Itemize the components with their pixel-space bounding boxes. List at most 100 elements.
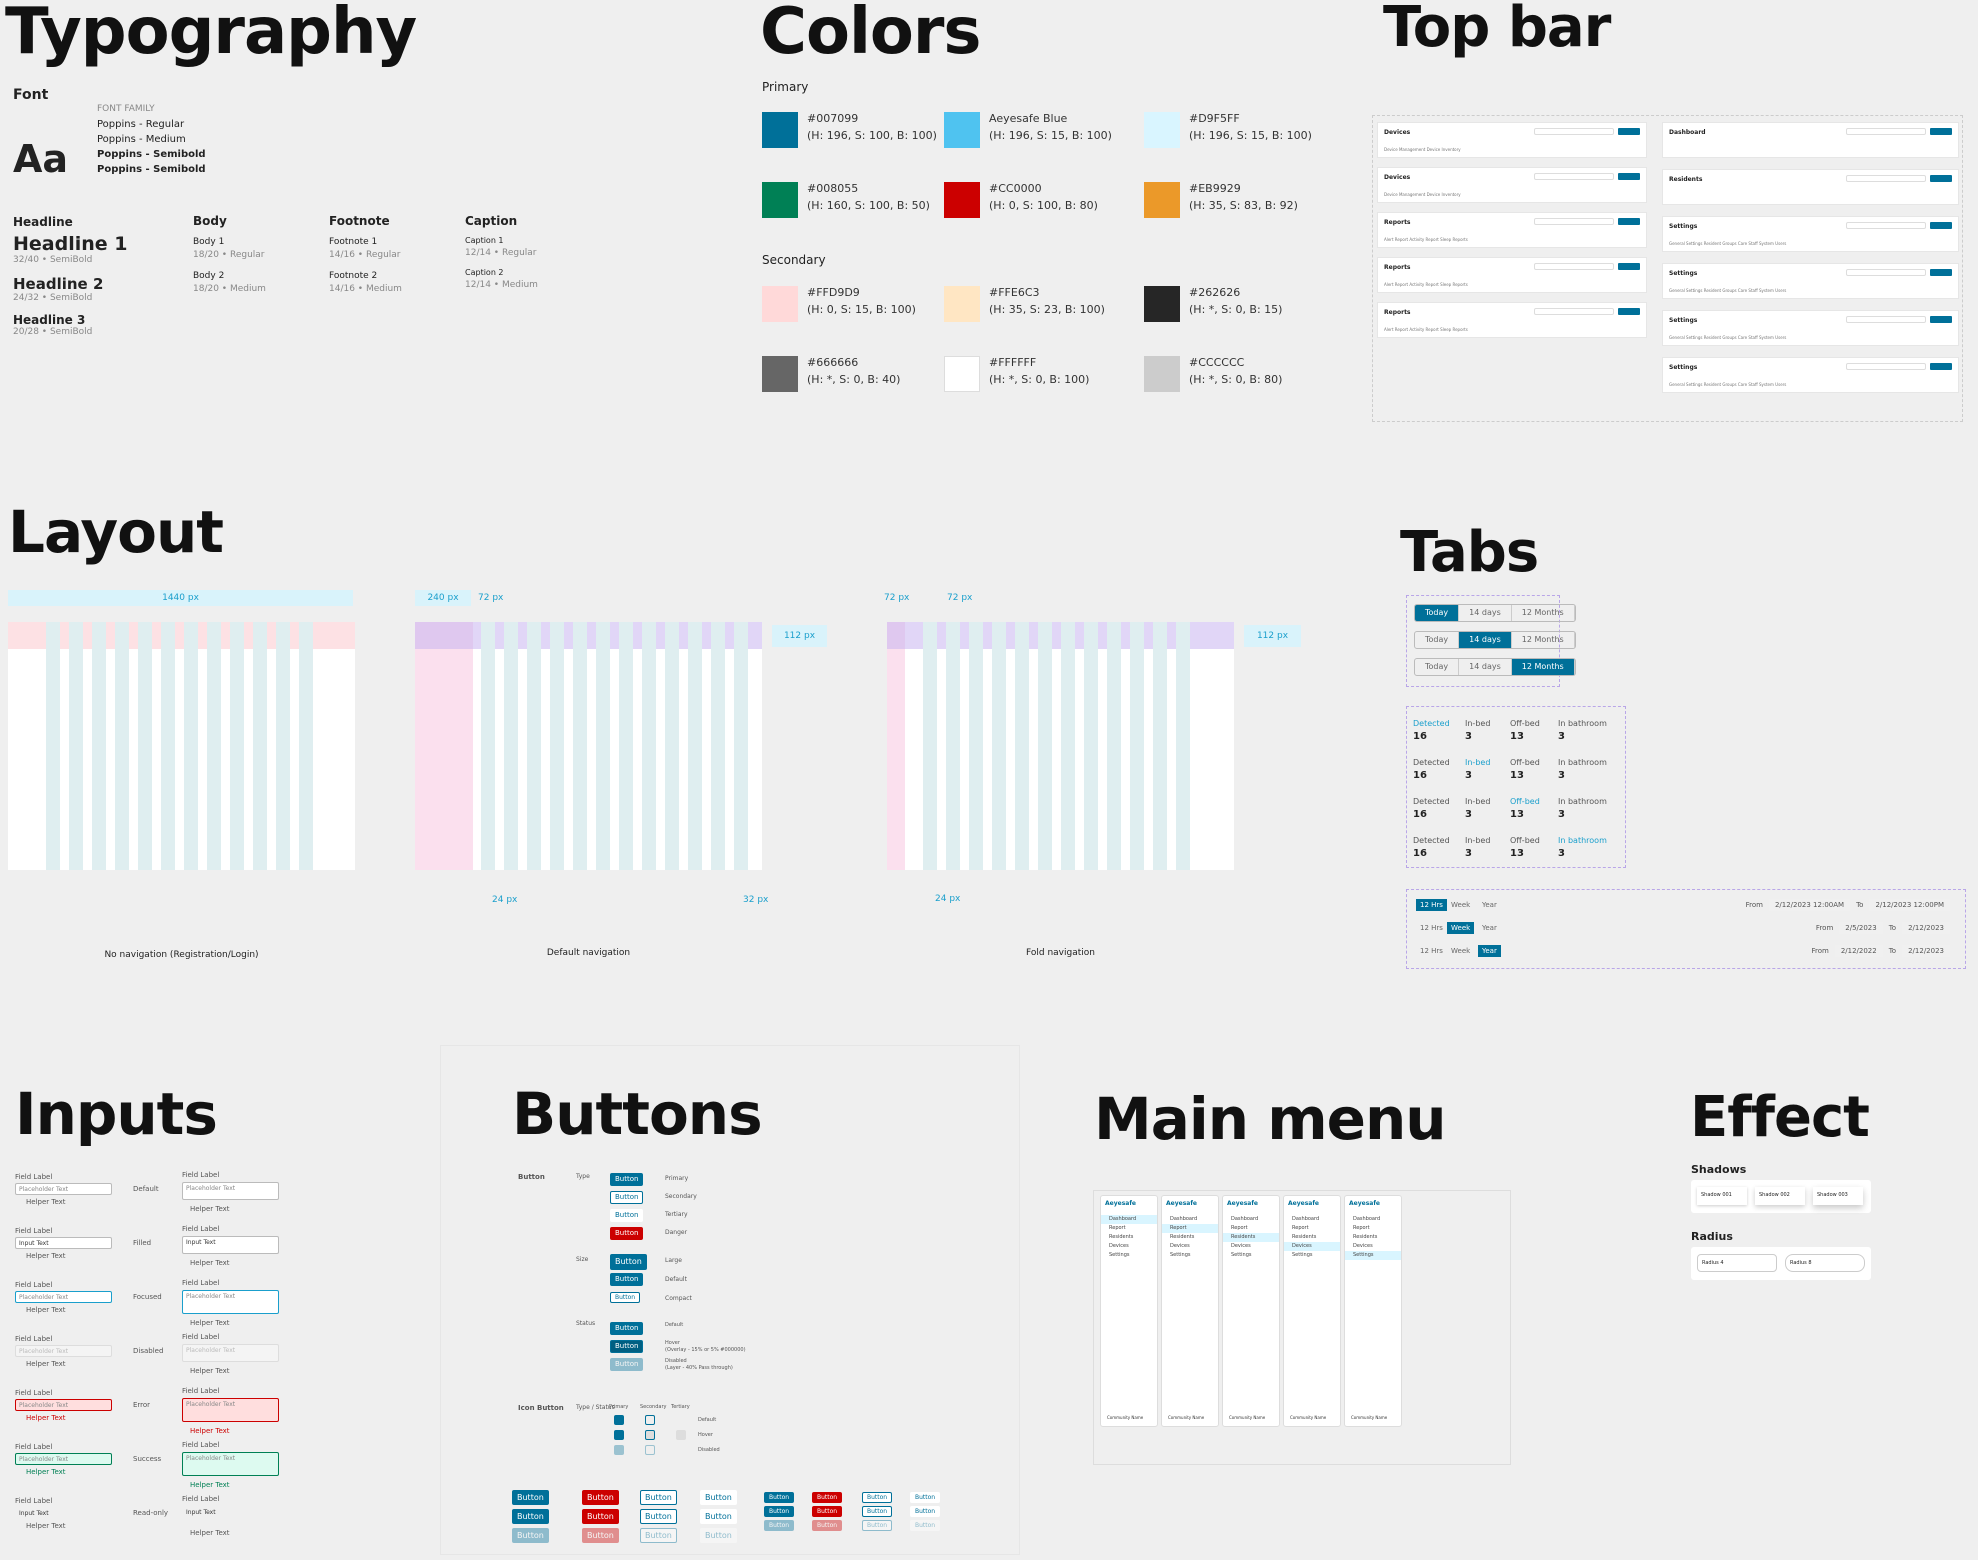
text-input[interactable]: Placeholder Text bbox=[15, 1291, 112, 1303]
button-sample[interactable]: Button bbox=[582, 1528, 619, 1543]
menu-item-devices[interactable]: Devices bbox=[1170, 1243, 1190, 1249]
icon-button[interactable] bbox=[614, 1445, 624, 1455]
menu-item-residents[interactable]: Residents bbox=[1170, 1234, 1195, 1240]
stat-tab[interactable]: In bathroom 3 bbox=[1558, 758, 1607, 781]
stat-tab[interactable]: Off-bed 13 bbox=[1510, 836, 1540, 859]
text-input[interactable]: Placeholder Text bbox=[15, 1345, 112, 1357]
textarea-input[interactable]: Input Text bbox=[182, 1236, 279, 1254]
menu-footer-community[interactable]: Community Name bbox=[1351, 1415, 1388, 1420]
button-sample[interactable]: Button bbox=[700, 1528, 737, 1543]
stat-tab[interactable]: In bathroom 3 bbox=[1558, 797, 1607, 820]
stat-tab[interactable]: In-bed 3 bbox=[1465, 719, 1490, 742]
segmented-tab[interactable]: Today bbox=[1415, 659, 1460, 675]
button-sample-compact[interactable]: Button bbox=[910, 1506, 941, 1517]
segmented-tab[interactable]: 14 days bbox=[1459, 605, 1512, 621]
menu-item-report[interactable]: Report bbox=[1292, 1225, 1309, 1231]
stat-tab[interactable]: Off-bed 13 bbox=[1510, 797, 1540, 820]
range-tab[interactable]: Week bbox=[1451, 901, 1471, 909]
stat-tab[interactable]: Off-bed 13 bbox=[1510, 719, 1540, 742]
stat-tab[interactable]: Detected 16 bbox=[1413, 797, 1450, 820]
textarea-input[interactable]: Placeholder Text bbox=[182, 1452, 279, 1476]
button-sample-compact[interactable]: Button bbox=[910, 1492, 941, 1503]
menu-item-settings[interactable]: Settings bbox=[1170, 1252, 1191, 1258]
button-status-hover[interactable]: Button bbox=[610, 1340, 644, 1353]
menu-item-dashboard[interactable]: Dashboard bbox=[1292, 1216, 1320, 1222]
button-sample-compact[interactable]: Button bbox=[862, 1520, 893, 1531]
icon-button[interactable] bbox=[645, 1415, 655, 1425]
segmented-tab[interactable]: Today bbox=[1415, 632, 1460, 648]
text-input[interactable]: Placeholder Text bbox=[15, 1399, 112, 1411]
segmented-tab[interactable]: 12 Months bbox=[1512, 605, 1575, 621]
stat-tab[interactable]: In-bed 3 bbox=[1465, 797, 1490, 820]
date-range-to-value[interactable]: 2/12/2023 bbox=[1902, 922, 1950, 934]
topbar-search-button[interactable] bbox=[1930, 363, 1952, 370]
topbar-search-button[interactable] bbox=[1930, 269, 1952, 276]
icon-button[interactable] bbox=[676, 1415, 686, 1425]
topbar-search-input[interactable] bbox=[1534, 173, 1614, 180]
text-input[interactable]: Input Text bbox=[15, 1237, 112, 1249]
text-input[interactable]: Input Text bbox=[19, 1510, 49, 1517]
button-sample[interactable]: Button bbox=[582, 1490, 619, 1505]
topbar-search-input[interactable] bbox=[1846, 128, 1926, 135]
text-input[interactable]: Placeholder Text bbox=[15, 1183, 112, 1195]
menu-item-report[interactable]: Report bbox=[1353, 1225, 1370, 1231]
stat-tab[interactable]: Off-bed 13 bbox=[1510, 758, 1540, 781]
button-sample-compact[interactable]: Button bbox=[910, 1520, 941, 1531]
segmented-tab[interactable]: 12 Months bbox=[1512, 632, 1575, 648]
button-sample-compact[interactable]: Button bbox=[862, 1492, 893, 1503]
button-tertiary[interactable]: Button bbox=[610, 1209, 644, 1222]
topbar-search-input[interactable] bbox=[1846, 269, 1926, 276]
button-sample-compact[interactable]: Button bbox=[764, 1520, 795, 1531]
date-range-from-value[interactable]: 2/5/2023 bbox=[1839, 922, 1883, 934]
topbar-search-button[interactable] bbox=[1930, 316, 1952, 323]
menu-item-devices[interactable]: Devices bbox=[1109, 1243, 1129, 1249]
textarea-input[interactable]: Placeholder Text bbox=[182, 1344, 279, 1362]
button-sample[interactable]: Button bbox=[640, 1490, 677, 1505]
date-range-from-value[interactable]: 2/12/2022 bbox=[1834, 945, 1883, 957]
menu-item-report[interactable]: Report bbox=[1162, 1224, 1218, 1233]
menu-item-dashboard[interactable]: Dashboard bbox=[1231, 1216, 1259, 1222]
topbar-search-button[interactable] bbox=[1930, 175, 1952, 182]
segmented-tab[interactable]: 14 days bbox=[1459, 632, 1512, 648]
menu-footer-community[interactable]: Community Name bbox=[1168, 1415, 1205, 1420]
menu-footer-community[interactable]: Community Name bbox=[1290, 1415, 1327, 1420]
topbar-search-input[interactable] bbox=[1846, 222, 1926, 229]
stat-tab[interactable]: In bathroom 3 bbox=[1558, 836, 1607, 859]
button-sample[interactable]: Button bbox=[640, 1528, 677, 1543]
segmented-tab[interactable]: Today bbox=[1415, 605, 1460, 621]
topbar-search-input[interactable] bbox=[1534, 128, 1614, 135]
menu-item-dashboard[interactable]: Dashboard bbox=[1353, 1216, 1381, 1222]
stat-tab[interactable]: Detected 16 bbox=[1413, 758, 1450, 781]
topbar-search-input[interactable] bbox=[1534, 308, 1614, 315]
topbar-search-button[interactable] bbox=[1618, 218, 1640, 225]
button-status-default[interactable]: Button bbox=[610, 1322, 644, 1335]
stat-tab[interactable]: Detected 16 bbox=[1413, 719, 1450, 742]
icon-button[interactable] bbox=[645, 1430, 655, 1440]
topbar-search-input[interactable] bbox=[1846, 316, 1926, 323]
segmented-tab[interactable]: 14 days bbox=[1459, 659, 1512, 675]
topbar-search-input[interactable] bbox=[1846, 175, 1926, 182]
menu-item-devices[interactable]: Devices bbox=[1231, 1243, 1251, 1249]
menu-item-dashboard[interactable]: Dashboard bbox=[1101, 1215, 1157, 1224]
text-input[interactable]: Placeholder Text bbox=[15, 1453, 112, 1465]
range-tab[interactable]: Week bbox=[1451, 947, 1471, 955]
menu-item-residents[interactable]: Residents bbox=[1109, 1234, 1134, 1240]
menu-item-residents[interactable]: Residents bbox=[1292, 1234, 1317, 1240]
button-sample[interactable]: Button bbox=[700, 1509, 737, 1524]
topbar-search-button[interactable] bbox=[1618, 263, 1640, 270]
range-tab[interactable]: Week bbox=[1447, 922, 1475, 934]
button-sample-compact[interactable]: Button bbox=[764, 1506, 795, 1517]
button-sample[interactable]: Button bbox=[582, 1509, 619, 1524]
button-sample[interactable]: Button bbox=[512, 1490, 549, 1505]
topbar-search-button[interactable] bbox=[1618, 308, 1640, 315]
menu-item-devices[interactable]: Devices bbox=[1284, 1242, 1340, 1251]
button-sample[interactable]: Button bbox=[512, 1528, 549, 1543]
topbar-search-input[interactable] bbox=[1534, 263, 1614, 270]
button-sample-compact[interactable]: Button bbox=[862, 1506, 893, 1517]
button-sample-compact[interactable]: Button bbox=[764, 1492, 795, 1503]
button-secondary[interactable]: Button bbox=[610, 1191, 644, 1204]
range-tab[interactable]: 12 Hrs bbox=[1420, 947, 1443, 955]
menu-item-dashboard[interactable]: Dashboard bbox=[1170, 1216, 1198, 1222]
stat-tab[interactable]: Detected 16 bbox=[1413, 836, 1450, 859]
stat-tab[interactable]: In bathroom 3 bbox=[1558, 719, 1607, 742]
